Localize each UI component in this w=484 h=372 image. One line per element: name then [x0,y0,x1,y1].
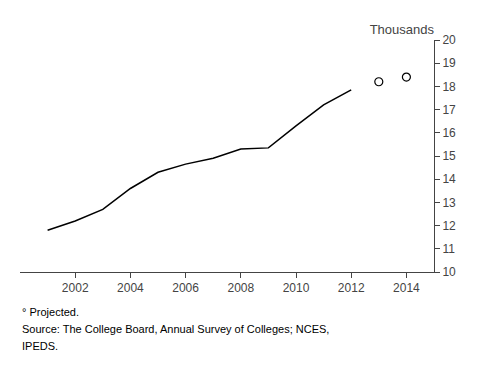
svg-text:Source: The College Board, Ann: Source: The College Board, Annual Survey… [22,323,329,335]
svg-text:2002: 2002 [62,281,89,295]
svg-text:2012: 2012 [338,281,365,295]
svg-text:2006: 2006 [172,281,199,295]
svg-text:2014: 2014 [393,281,420,295]
svg-text:2004: 2004 [117,281,144,295]
svg-text:20: 20 [442,33,456,47]
svg-text:IPEDS.: IPEDS. [22,340,58,352]
svg-text:10: 10 [442,265,456,279]
svg-text:Thousands: Thousands [370,22,435,37]
svg-text:11: 11 [442,242,455,256]
svg-text:16: 16 [442,126,456,140]
svg-text:15: 15 [442,149,456,163]
svg-text:13: 13 [442,196,456,210]
svg-text:19: 19 [442,56,456,70]
svg-text:17: 17 [442,103,456,117]
svg-text:2008: 2008 [227,281,254,295]
svg-text:18: 18 [442,80,456,94]
svg-text:2010: 2010 [283,281,310,295]
svg-text:° Projected.: ° Projected. [22,306,79,318]
svg-text:14: 14 [442,172,456,186]
svg-text:12: 12 [442,219,456,233]
